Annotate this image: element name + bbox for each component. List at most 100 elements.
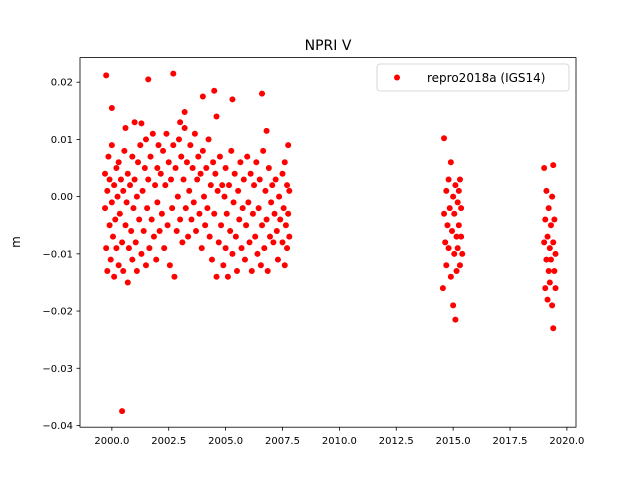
x-tick-label: 2005.0 bbox=[208, 436, 243, 447]
data-point bbox=[120, 268, 127, 275]
data-point bbox=[133, 268, 140, 275]
data-point bbox=[247, 170, 254, 177]
data-point bbox=[244, 153, 251, 160]
data-point bbox=[260, 147, 267, 154]
data-point bbox=[454, 199, 461, 206]
data-point bbox=[285, 142, 292, 149]
data-point bbox=[175, 136, 182, 143]
data-point bbox=[113, 165, 120, 172]
data-point bbox=[108, 104, 115, 111]
data-point bbox=[259, 90, 266, 97]
data-point bbox=[249, 210, 256, 217]
y-axis-label: m bbox=[9, 236, 23, 248]
y-tick-label: −0.02 bbox=[42, 307, 73, 318]
data-point bbox=[238, 245, 245, 252]
data-point bbox=[451, 210, 458, 217]
data-point bbox=[453, 233, 460, 240]
data-point bbox=[264, 268, 271, 275]
data-point bbox=[236, 216, 243, 223]
data-point bbox=[193, 227, 200, 234]
data-point bbox=[163, 130, 170, 137]
data-point bbox=[183, 159, 190, 166]
data-point bbox=[226, 182, 233, 189]
data-point bbox=[169, 205, 176, 212]
data-point bbox=[220, 262, 227, 269]
data-point bbox=[253, 159, 260, 166]
data-point bbox=[221, 193, 228, 200]
data-point bbox=[235, 187, 242, 194]
chart-title: NPRI V bbox=[305, 38, 352, 54]
data-point bbox=[211, 210, 218, 217]
data-point bbox=[239, 205, 246, 212]
data-point bbox=[181, 124, 188, 131]
data-point bbox=[139, 187, 146, 194]
data-point bbox=[252, 233, 259, 240]
data-point bbox=[117, 176, 124, 183]
data-point bbox=[106, 176, 113, 183]
data-point bbox=[104, 268, 111, 275]
data-point bbox=[439, 285, 446, 292]
data-point bbox=[182, 205, 189, 212]
data-point bbox=[213, 273, 220, 280]
data-point bbox=[107, 256, 114, 263]
data-point bbox=[230, 199, 237, 206]
data-point bbox=[215, 239, 222, 246]
data-point bbox=[233, 268, 240, 275]
x-tick-label: 2007.5 bbox=[265, 436, 300, 447]
data-point bbox=[194, 176, 201, 183]
data-point bbox=[181, 108, 188, 115]
data-point bbox=[459, 250, 466, 257]
data-point bbox=[131, 119, 138, 126]
data-point bbox=[179, 239, 186, 246]
data-point bbox=[543, 256, 550, 263]
data-point bbox=[549, 302, 556, 309]
data-point bbox=[243, 222, 250, 229]
data-point bbox=[547, 222, 554, 229]
data-point bbox=[240, 176, 247, 183]
data-point bbox=[282, 222, 289, 229]
data-point bbox=[142, 136, 149, 143]
data-point bbox=[454, 245, 461, 252]
data-point bbox=[270, 239, 277, 246]
data-point bbox=[145, 76, 152, 83]
data-point bbox=[281, 159, 288, 166]
legend-marker bbox=[394, 74, 400, 81]
data-point bbox=[276, 193, 283, 200]
data-point bbox=[156, 227, 163, 234]
data-point bbox=[455, 222, 462, 229]
data-point bbox=[186, 187, 193, 194]
data-point bbox=[254, 250, 261, 257]
data-point bbox=[229, 96, 236, 103]
data-point bbox=[232, 233, 239, 240]
data-point bbox=[251, 182, 258, 189]
data-point bbox=[173, 227, 180, 234]
data-point bbox=[132, 239, 139, 246]
data-point bbox=[228, 147, 235, 154]
data-point bbox=[450, 302, 457, 309]
data-point bbox=[147, 153, 154, 160]
data-point bbox=[543, 187, 550, 194]
data-point bbox=[106, 222, 113, 229]
data-point bbox=[128, 227, 135, 234]
data-point bbox=[168, 176, 175, 183]
data-point bbox=[111, 182, 118, 189]
data-point bbox=[450, 193, 457, 200]
data-point bbox=[279, 170, 286, 177]
data-point bbox=[223, 210, 230, 217]
data-point bbox=[551, 268, 558, 275]
data-point bbox=[149, 130, 156, 137]
data-point bbox=[277, 216, 284, 223]
data-point bbox=[191, 130, 198, 137]
data-point bbox=[154, 165, 161, 172]
data-point bbox=[146, 245, 153, 252]
data-point bbox=[271, 210, 278, 217]
data-point bbox=[445, 245, 452, 252]
data-point bbox=[195, 153, 202, 160]
data-point bbox=[130, 205, 137, 212]
data-point bbox=[214, 187, 221, 194]
data-point bbox=[241, 256, 248, 263]
data-point bbox=[541, 165, 548, 172]
data-point bbox=[272, 176, 279, 183]
data-point bbox=[160, 147, 167, 154]
data-point bbox=[458, 233, 465, 240]
